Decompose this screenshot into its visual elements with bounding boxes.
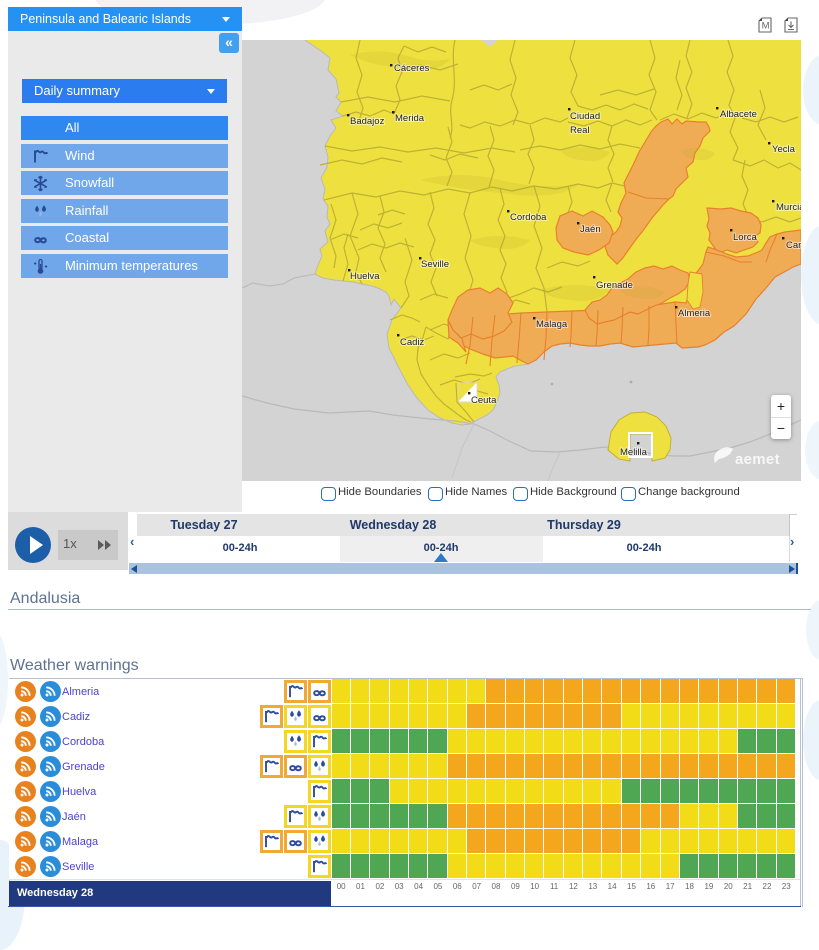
svg-text:Almeria: Almeria <box>678 308 711 319</box>
svg-text:aemet: aemet <box>735 451 780 468</box>
svg-text:Malaga: Malaga <box>536 319 568 330</box>
svg-text:M: M <box>762 21 770 32</box>
svg-text:Cartagena: Cartagena <box>786 240 801 251</box>
svg-text:Melilla: Melilla <box>620 447 648 458</box>
svg-text:Badajoz: Badajoz <box>350 116 385 127</box>
svg-text:Huelva: Huelva <box>350 271 380 282</box>
svg-text:Ciudad: Ciudad <box>570 111 600 122</box>
svg-text:Grenade: Grenade <box>596 280 633 291</box>
svg-text:Real: Real <box>570 125 590 136</box>
svg-text:Murcia: Murcia <box>776 202 801 213</box>
svg-text:Jaén: Jaén <box>580 224 601 235</box>
svg-text:Seville: Seville <box>421 259 449 270</box>
svg-text:Cordoba: Cordoba <box>510 212 547 223</box>
svg-text:Ceuta: Ceuta <box>471 395 497 406</box>
svg-text:Yecla: Yecla <box>772 144 796 155</box>
svg-text:Cáceres: Cáceres <box>394 63 430 74</box>
svg-text:Cadiz: Cadiz <box>400 337 425 348</box>
svg-text:Merida: Merida <box>395 113 425 124</box>
svg-text:Lorca: Lorca <box>733 232 757 243</box>
svg-text:Albacete: Albacete <box>720 109 757 120</box>
